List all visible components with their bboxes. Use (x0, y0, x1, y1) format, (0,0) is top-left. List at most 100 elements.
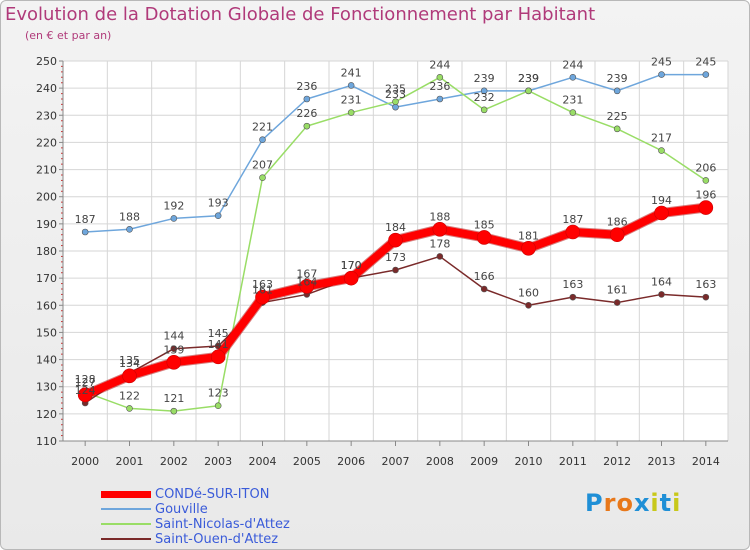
data-label: 188 (429, 210, 450, 223)
brand-letter: i (650, 489, 660, 517)
legend-swatch (101, 523, 151, 525)
y-tick-label: 170 (36, 272, 57, 285)
data-point (658, 291, 665, 298)
data-point (170, 215, 178, 222)
data-point (170, 407, 178, 415)
data-label: 196 (695, 189, 716, 202)
data-point (480, 285, 488, 293)
y-tick-label: 160 (36, 299, 57, 312)
data-label: 187 (75, 213, 96, 226)
data-point (436, 73, 444, 81)
data-point (126, 405, 133, 412)
data-point (214, 212, 222, 220)
y-tick-label: 190 (36, 218, 57, 231)
x-tick-label: 2001 (116, 455, 144, 468)
data-point (388, 232, 403, 248)
data-point (658, 71, 665, 78)
data-point (81, 228, 89, 236)
data-point (347, 109, 355, 116)
data-label: 194 (651, 194, 672, 207)
data-label: 236 (429, 80, 450, 93)
y-tick-label: 210 (36, 164, 57, 177)
x-tick-label: 2009 (470, 455, 498, 468)
data-point (432, 221, 448, 237)
data-point (613, 299, 621, 306)
data-point (565, 224, 581, 240)
data-point (166, 354, 182, 370)
data-label: 166 (474, 270, 495, 283)
data-point (170, 345, 178, 353)
x-tick-label: 2003 (204, 455, 232, 468)
data-label: 160 (518, 286, 539, 299)
data-point (613, 125, 621, 133)
data-label: 239 (474, 72, 495, 85)
data-point (569, 109, 577, 116)
data-label: 173 (385, 251, 406, 264)
brand-letter: o (616, 489, 634, 517)
data-label: 244 (429, 58, 450, 71)
data-label: 186 (607, 216, 628, 229)
brand-letter: i (672, 489, 682, 517)
data-label: 236 (296, 80, 317, 93)
data-label: 163 (562, 278, 583, 291)
data-label: 163 (252, 278, 273, 291)
data-point (210, 349, 226, 365)
data-label: 231 (341, 94, 362, 107)
data-label: 141 (208, 338, 229, 351)
data-label: 167 (296, 267, 317, 280)
data-label: 135 (119, 354, 140, 367)
data-point (569, 293, 577, 301)
legend-label: CONDé-SUR-ITON (155, 487, 270, 502)
legend-label: Saint-Ouen-d'Attez (155, 532, 279, 547)
data-label: 235 (385, 83, 406, 96)
data-point (658, 147, 665, 154)
chart-title: Evolution de la Dotation Globale de Fonc… (5, 4, 596, 25)
data-label: 178 (429, 237, 450, 250)
data-label: 121 (163, 392, 184, 405)
data-point (525, 87, 532, 95)
y-tick-label: 180 (36, 245, 57, 258)
y-tick-label: 230 (36, 109, 57, 122)
data-label: 244 (562, 58, 583, 71)
data-label: 122 (119, 389, 140, 402)
data-point (476, 230, 492, 245)
data-label: 226 (296, 107, 317, 120)
y-tick-label: 120 (36, 408, 57, 421)
data-point (702, 177, 710, 184)
data-label: 239 (518, 72, 539, 85)
data-point (259, 136, 266, 144)
data-point (392, 266, 399, 274)
data-label: 232 (474, 91, 495, 104)
x-tick-label: 2012 (603, 455, 631, 468)
brand-letter: t (659, 489, 673, 517)
data-point (480, 106, 488, 114)
data-label: 239 (518, 72, 539, 85)
data-label: 192 (163, 199, 184, 212)
data-label: 123 (208, 387, 229, 400)
data-label: 185 (474, 218, 495, 231)
data-label: 139 (163, 343, 184, 356)
data-label: 134 (119, 357, 140, 370)
data-label: 161 (252, 284, 273, 297)
data-point (255, 289, 270, 305)
data-point (525, 301, 532, 309)
data-point (303, 122, 311, 130)
legend-label: Gouville (155, 502, 208, 517)
data-label: 231 (562, 94, 583, 107)
y-tick-label: 140 (36, 354, 57, 367)
data-point (299, 278, 315, 294)
data-point (392, 103, 399, 111)
data-point (126, 225, 133, 233)
data-label: 164 (296, 275, 317, 288)
x-tick-label: 2014 (692, 455, 720, 468)
legend-swatch (101, 491, 151, 498)
data-point (214, 402, 222, 410)
x-tick-label: 2007 (382, 455, 410, 468)
data-label: 145 (208, 327, 229, 340)
brand-letter: x (633, 489, 651, 517)
data-point (613, 87, 621, 95)
x-tick-label: 2011 (559, 455, 587, 468)
data-point (702, 293, 710, 301)
x-tick-label: 2005 (293, 455, 321, 468)
